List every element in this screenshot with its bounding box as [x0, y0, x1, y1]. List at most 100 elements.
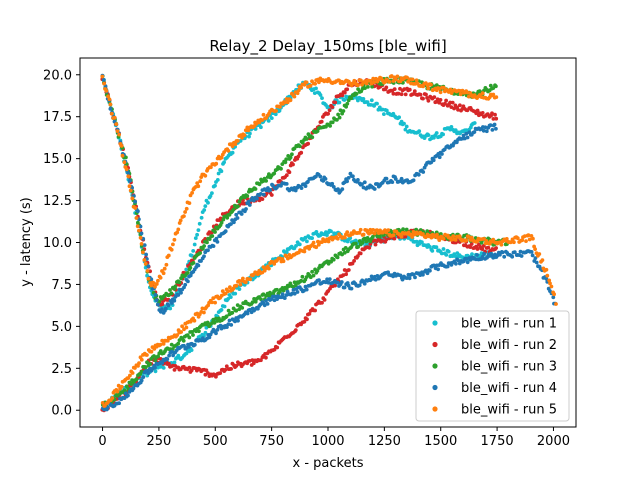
data-point — [403, 92, 408, 97]
data-point — [187, 365, 192, 370]
data-point — [240, 306, 245, 310]
data-point — [465, 135, 470, 140]
data-point — [548, 281, 552, 286]
data-point — [170, 301, 174, 305]
data-point — [184, 325, 189, 330]
data-point — [178, 218, 183, 223]
data-point — [345, 179, 349, 184]
data-point — [330, 105, 335, 109]
data-point — [169, 291, 174, 296]
data-point — [346, 268, 351, 272]
data-point — [284, 250, 289, 255]
data-point — [275, 297, 279, 301]
data-point — [176, 227, 181, 232]
data-point — [299, 150, 304, 155]
data-point — [488, 123, 493, 128]
legend-marker — [432, 341, 438, 348]
data-point — [214, 236, 219, 241]
data-point — [384, 108, 389, 113]
data-point — [127, 373, 132, 378]
data-point — [230, 310, 235, 315]
data-point — [229, 367, 234, 371]
data-point — [412, 89, 417, 93]
data-point — [153, 369, 158, 374]
data-point — [126, 171, 131, 176]
data-point — [362, 236, 367, 241]
data-point — [400, 277, 405, 282]
data-point — [313, 308, 317, 313]
data-point — [329, 229, 333, 234]
data-point — [421, 96, 425, 101]
data-point — [437, 238, 442, 243]
legend-marker — [432, 320, 438, 326]
legend-marker — [432, 384, 438, 391]
data-point — [384, 237, 389, 242]
data-point — [529, 234, 534, 238]
data-point — [248, 277, 253, 282]
data-point — [310, 269, 314, 274]
data-point — [485, 255, 489, 260]
data-point — [349, 96, 354, 101]
data-point — [490, 111, 494, 116]
data-point — [195, 232, 200, 237]
series-run-4 — [100, 73, 558, 412]
data-point — [179, 330, 184, 334]
data-point — [288, 98, 293, 103]
legend-marker — [432, 406, 438, 412]
data-point — [262, 303, 267, 308]
data-point — [293, 328, 298, 332]
data-point — [464, 131, 469, 136]
data-point — [304, 287, 309, 292]
data-point — [288, 155, 293, 160]
data-point — [302, 319, 307, 324]
data-point — [299, 85, 303, 90]
data-point — [219, 155, 224, 160]
data-point — [230, 150, 235, 155]
data-point — [441, 85, 446, 90]
data-point — [146, 371, 151, 376]
data-point — [311, 240, 316, 245]
data-point — [491, 237, 496, 242]
data-point — [137, 228, 141, 233]
data-point — [100, 74, 105, 79]
data-point — [403, 127, 408, 132]
data-point — [142, 258, 147, 262]
data-point — [283, 160, 288, 165]
data-point — [112, 115, 117, 120]
data-point — [413, 82, 417, 86]
data-point — [407, 87, 412, 92]
data-point — [434, 245, 439, 250]
data-point — [189, 348, 194, 352]
data-point — [399, 92, 404, 97]
data-point — [122, 160, 127, 165]
data-point — [177, 280, 182, 285]
data-point — [531, 236, 535, 241]
data-point — [219, 169, 224, 174]
data-point — [225, 215, 230, 220]
data-point — [158, 357, 163, 361]
data-point — [318, 93, 323, 97]
data-point — [215, 178, 220, 182]
data-point — [346, 176, 351, 180]
data-point — [210, 191, 214, 196]
data-point — [311, 273, 316, 278]
data-point — [243, 280, 248, 285]
data-point — [444, 98, 448, 103]
data-point — [354, 92, 359, 96]
data-point — [438, 98, 443, 102]
data-point — [224, 314, 229, 319]
data-point — [127, 184, 132, 189]
data-point — [423, 235, 428, 240]
data-point — [156, 354, 161, 359]
data-point — [269, 116, 274, 120]
data-point — [472, 121, 477, 125]
data-point — [190, 191, 195, 195]
data-point — [317, 80, 321, 85]
data-point — [184, 206, 189, 211]
data-point — [264, 179, 268, 183]
data-point — [370, 84, 374, 89]
data-point — [246, 199, 251, 204]
data-point — [229, 323, 234, 327]
data-point — [424, 92, 428, 97]
data-point — [426, 133, 431, 138]
